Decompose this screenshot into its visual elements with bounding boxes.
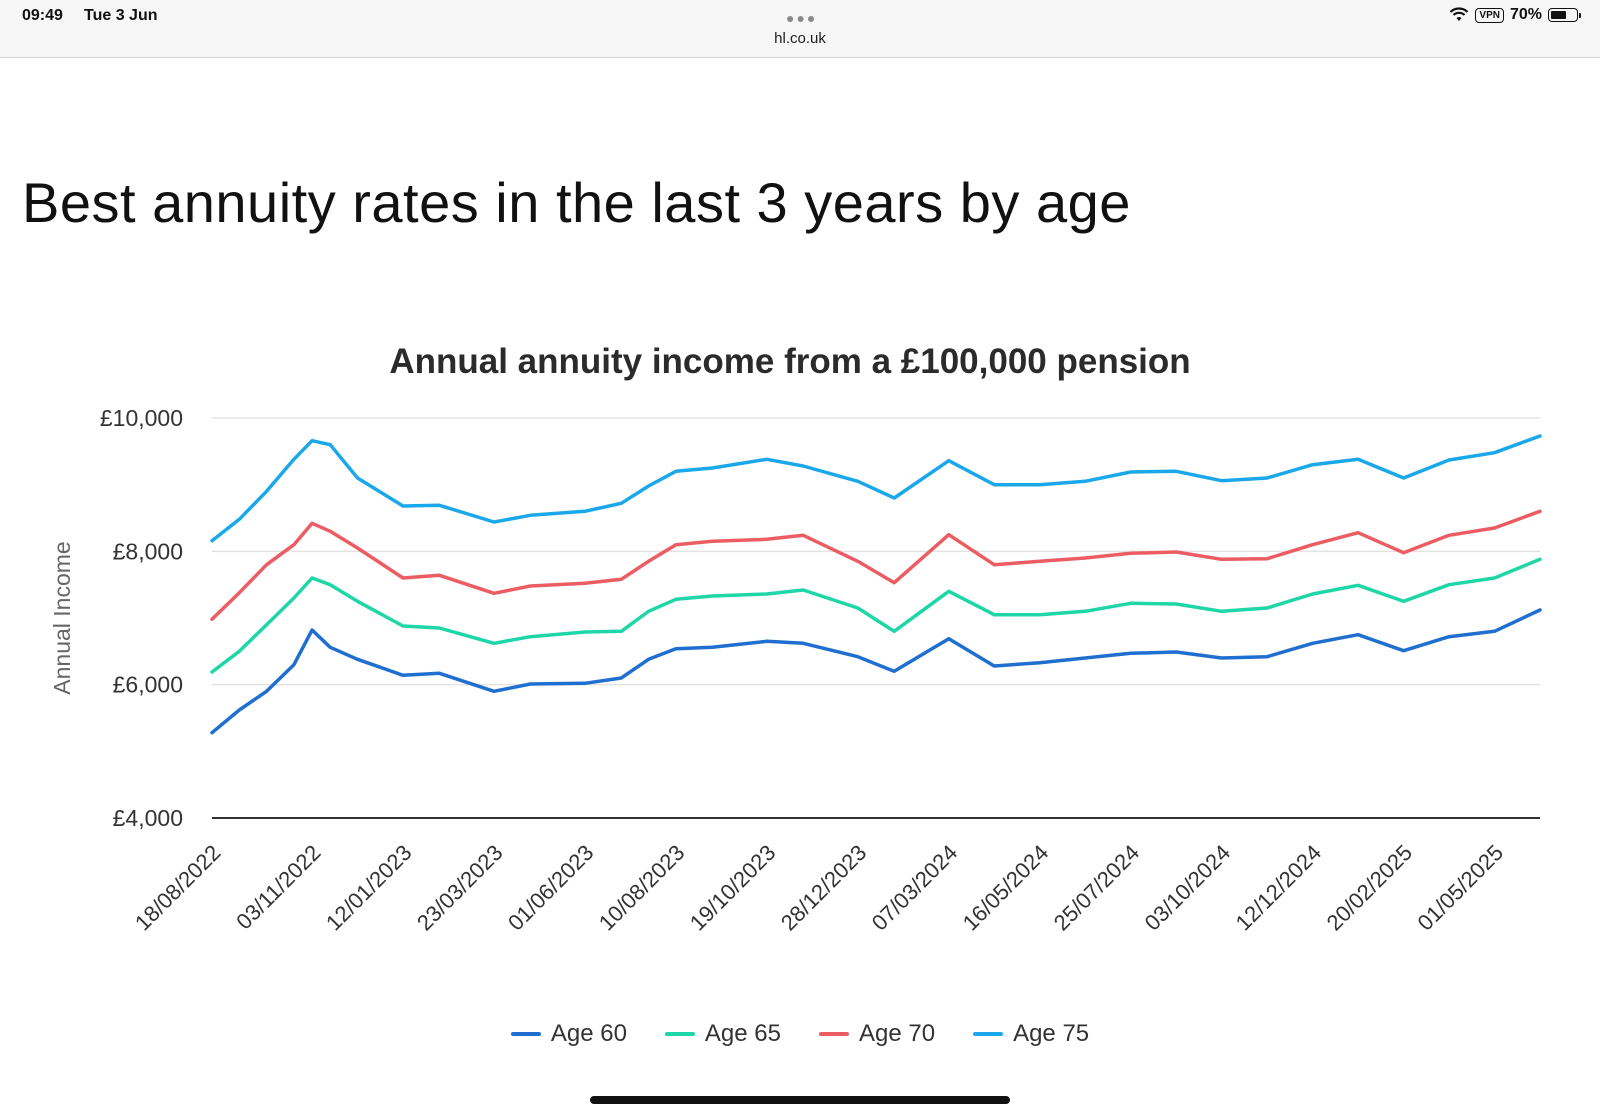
more-dots-icon[interactable]: ●●● (786, 10, 818, 26)
x-tick-label: 12/01/2023 (321, 840, 417, 936)
legend-label: Age 60 (550, 1020, 627, 1047)
legend-swatch (664, 1032, 695, 1036)
x-tick-label: 01/06/2023 (503, 840, 599, 936)
chart-legend: Age 60 Age 65 Age 70 Age 75 (0, 1020, 1600, 1048)
x-tick-label: 01/05/2025 (1413, 840, 1509, 936)
legend-item[interactable]: Age 70 (819, 1020, 935, 1048)
legend-swatch (819, 1032, 849, 1036)
x-tick-label: 07/03/2024 (867, 840, 963, 936)
legend-swatch (510, 1032, 541, 1036)
legend-item[interactable]: Age 60 (510, 1020, 627, 1048)
legend-item[interactable]: Age 75 (973, 1020, 1089, 1048)
battery-icon (1548, 8, 1581, 22)
status-bar: 09:49 Tue 3 Jun ●●● hl.co.uk VPN 70% (0, 0, 1600, 58)
status-time: 09:49 (22, 7, 63, 24)
x-tick-label: 18/08/2022 (130, 840, 226, 936)
series-line-age-60 (210, 608, 1542, 735)
x-tick-label: 12/12/2024 (1231, 840, 1327, 936)
y-tick-label: £6,000 (113, 672, 183, 698)
x-tick-label: 23/03/2023 (412, 840, 508, 936)
series-line-age-65 (210, 557, 1542, 674)
x-tick-label: 16/05/2024 (958, 840, 1054, 936)
series-line-age-70 (210, 509, 1542, 622)
y-tick-label: £4,000 (113, 805, 183, 831)
legend-label: Age 65 (704, 1020, 781, 1047)
home-indicator[interactable] (590, 1096, 1010, 1104)
wifi-icon (1450, 7, 1469, 21)
x-tick-label: 03/10/2024 (1140, 840, 1236, 936)
status-date: Tue 3 Jun (84, 7, 158, 24)
battery-percent: 70% (1509, 6, 1542, 23)
x-tick-label: 25/07/2024 (1049, 840, 1145, 936)
page-title: Best annuity rates in the last 3 years b… (22, 171, 1131, 234)
x-tick-label: 28/12/2023 (776, 840, 872, 936)
annuity-chart: Annual annuity income from a £100,000 pe… (49, 342, 1542, 936)
status-icons: VPN 70% (1449, 6, 1581, 24)
legend-swatch (973, 1032, 1004, 1036)
y-tick-label: £8,000 (113, 538, 183, 564)
y-axis-label: Annual Income (49, 541, 75, 694)
x-tick-label: 20/02/2025 (1322, 840, 1418, 936)
y-tick-label: £10,000 (100, 405, 183, 431)
legend-label: Age 75 (1013, 1020, 1090, 1047)
legend-item[interactable]: Age 65 (664, 1020, 781, 1048)
vpn-badge: VPN (1475, 7, 1504, 23)
url-bar[interactable]: hl.co.uk (774, 30, 826, 47)
chart-title: Annual annuity income from a £100,000 pe… (389, 342, 1190, 381)
series-line-age-75 (210, 434, 1542, 543)
x-tick-label: 10/08/2023 (594, 840, 690, 936)
legend-label: Age 70 (859, 1020, 936, 1047)
x-tick-label: 19/10/2023 (685, 840, 781, 936)
x-tick-label: 03/11/2022 (231, 840, 325, 934)
